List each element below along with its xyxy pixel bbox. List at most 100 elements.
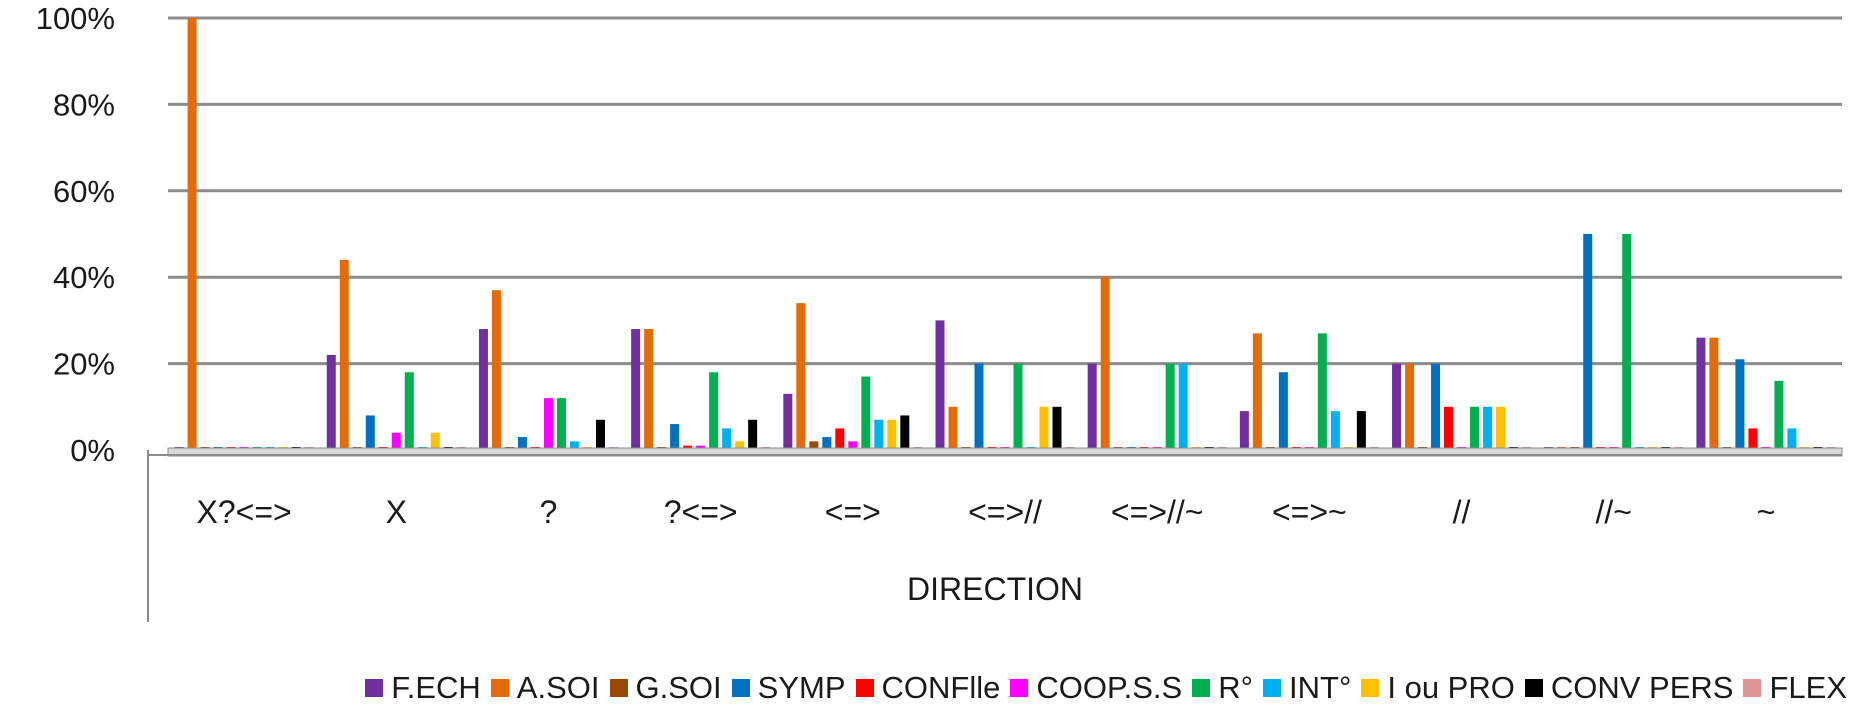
bar <box>404 372 414 450</box>
bar <box>861 376 871 450</box>
legend-swatch <box>1192 679 1211 697</box>
bar <box>569 441 579 450</box>
y-tick-label: 100% <box>36 1 115 36</box>
x-axis-title: DIRECTION <box>907 571 1083 607</box>
legend-swatch <box>1361 679 1380 697</box>
bar <box>478 329 488 450</box>
bar <box>187 18 197 450</box>
bar <box>1622 234 1632 450</box>
bar <box>796 303 806 450</box>
bar <box>644 329 654 450</box>
bar <box>1583 234 1593 450</box>
y-tick-label: 20% <box>53 347 115 382</box>
bar <box>887 419 897 450</box>
x-tick-label: X?<=> <box>196 494 291 530</box>
x-tick-label: // <box>1453 494 1471 530</box>
bar <box>948 406 958 450</box>
bar <box>748 419 758 450</box>
bar <box>735 441 745 450</box>
x-tick-label: ? <box>540 494 558 530</box>
bar <box>430 432 440 450</box>
bar <box>1431 363 1441 450</box>
bar <box>1178 363 1188 450</box>
bar <box>1278 372 1288 450</box>
y-tick-label: 0% <box>70 433 115 468</box>
legend-swatch <box>365 679 384 697</box>
y-tick-label: 80% <box>53 87 115 122</box>
bar <box>874 419 884 450</box>
legend-swatch <box>1010 679 1029 697</box>
bar <box>556 398 566 450</box>
bar <box>1252 333 1262 450</box>
y-axis-ticks: 0% 20% 40% 60% 80% 100% <box>36 1 115 468</box>
bar <box>1735 359 1745 450</box>
legend-swatch <box>1743 679 1762 697</box>
legend-label: COOP.S.S <box>1036 670 1183 705</box>
bar <box>1392 363 1402 450</box>
legend-label: R° <box>1218 670 1254 705</box>
bar <box>709 372 719 450</box>
legend-entry: SYMP <box>731 670 846 706</box>
bar <box>900 415 910 450</box>
bar <box>1709 337 1719 450</box>
x-tick-label: ?<=> <box>664 494 738 530</box>
legend-swatch <box>855 679 874 697</box>
bar <box>1356 411 1366 450</box>
bar <box>1100 277 1110 450</box>
bar <box>1013 363 1023 450</box>
x-tick-label: <=> <box>825 494 881 530</box>
x-tick-label: X <box>386 494 407 530</box>
bar <box>1405 363 1415 450</box>
legend-entry: F.ECH <box>365 670 481 706</box>
bar <box>935 320 945 450</box>
legend-label: CONFlle <box>881 670 1001 705</box>
legend-entry: R° <box>1192 670 1253 706</box>
bar <box>1052 406 1062 450</box>
legend-label: I ou PRO <box>1387 670 1515 705</box>
bar <box>1039 406 1049 450</box>
bar <box>1748 428 1758 450</box>
bar <box>974 363 984 450</box>
bar <box>517 437 527 450</box>
legend-entry: A.SOI <box>490 670 600 706</box>
bar <box>595 419 605 450</box>
bar <box>1483 406 1493 450</box>
x-tick-label: <=>// <box>968 494 1042 530</box>
y-tick-label: 60% <box>53 174 115 209</box>
bar <box>1496 406 1506 450</box>
legend-entry: FLEX <box>1743 670 1847 706</box>
legend-label: CONV PERS <box>1550 670 1734 705</box>
bar <box>339 259 349 450</box>
x-axis <box>147 447 1843 622</box>
legend-entry: CONFlle <box>855 670 1001 706</box>
bar <box>326 354 336 450</box>
x-tick-label: <=>~ <box>1272 494 1347 530</box>
bar <box>822 437 832 450</box>
bar <box>1330 411 1340 450</box>
bar <box>543 398 553 450</box>
bar <box>1317 333 1327 450</box>
bar <box>848 441 858 450</box>
bar <box>809 441 819 450</box>
bar <box>1470 406 1480 450</box>
bar <box>1444 406 1454 450</box>
legend-label: FLEX <box>1769 670 1847 705</box>
x-axis-ticks: X?<=> X? ?<=> <=> <=>// <=>//~ <=>~ // //~ ~ <box>196 494 1775 530</box>
x-tick-label: //~ <box>1595 494 1631 530</box>
legend-entry: INT° <box>1263 670 1351 706</box>
legend-swatch <box>609 679 628 697</box>
x-tick-label: <=>//~ <box>1111 494 1204 530</box>
grid-lines <box>168 16 1842 366</box>
bar <box>1696 337 1706 450</box>
y-tick-label: 40% <box>53 260 115 295</box>
bar <box>365 415 375 450</box>
bar <box>391 432 401 450</box>
legend-label: SYMP <box>757 670 846 705</box>
legend: F.ECH A.SOI G.SOI SYMP CONFlle COOP.S.S R° INT°… <box>0 670 1851 706</box>
bar <box>835 428 845 450</box>
legend-label: F.ECH <box>391 670 481 705</box>
legend-entry: G.SOI <box>609 670 722 706</box>
bar <box>491 290 501 450</box>
bar <box>1087 363 1097 450</box>
